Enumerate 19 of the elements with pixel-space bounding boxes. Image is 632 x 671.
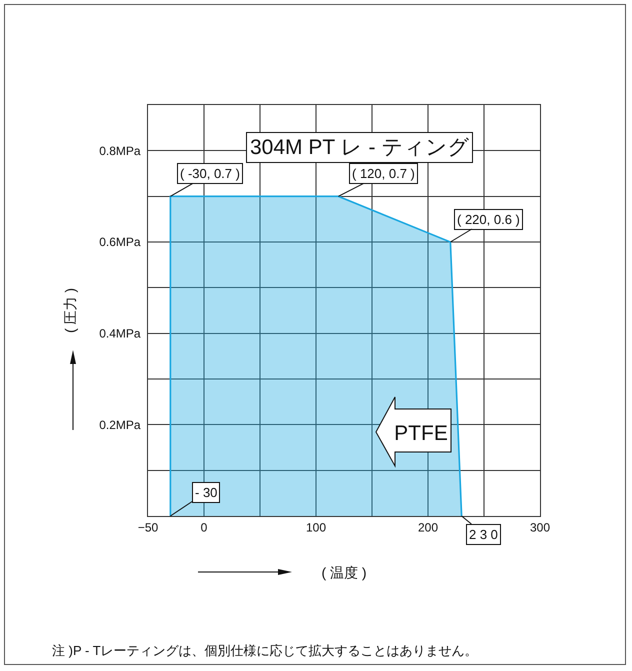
- annotation: ( 120, 0.7 ): [352, 166, 415, 181]
- x-tick-label: 200: [418, 520, 438, 534]
- y-tick-label: 0.2MPa: [99, 418, 141, 432]
- annotation: - 30: [195, 485, 218, 500]
- annotation: PTFE: [394, 422, 448, 445]
- x-tick-label: 300: [530, 520, 550, 534]
- y-tick-label: 0.6MPa: [99, 235, 141, 250]
- y-tick-label: 0.4MPa: [99, 326, 141, 341]
- x-tick-label: −50: [138, 520, 158, 534]
- annotation: ( -30, 0.7 ): [180, 166, 240, 181]
- text: 注 )P - Tレーティングは、個別仕様に応じて拡大することはありません。: [52, 643, 478, 658]
- y-axis-title: ( 圧力 ): [62, 288, 78, 334]
- x-tick-label: 100: [306, 520, 326, 534]
- x-tick-label: 0: [200, 520, 208, 534]
- annotation: 2 3 0: [469, 527, 498, 542]
- annotation: ( 220, 0.6 ): [457, 212, 520, 227]
- text: 304M PT レ - ティング: [250, 136, 470, 159]
- y-tick-label: 0.8MPa: [99, 144, 141, 158]
- x-axis-title: ( 温度 ): [321, 564, 367, 581]
